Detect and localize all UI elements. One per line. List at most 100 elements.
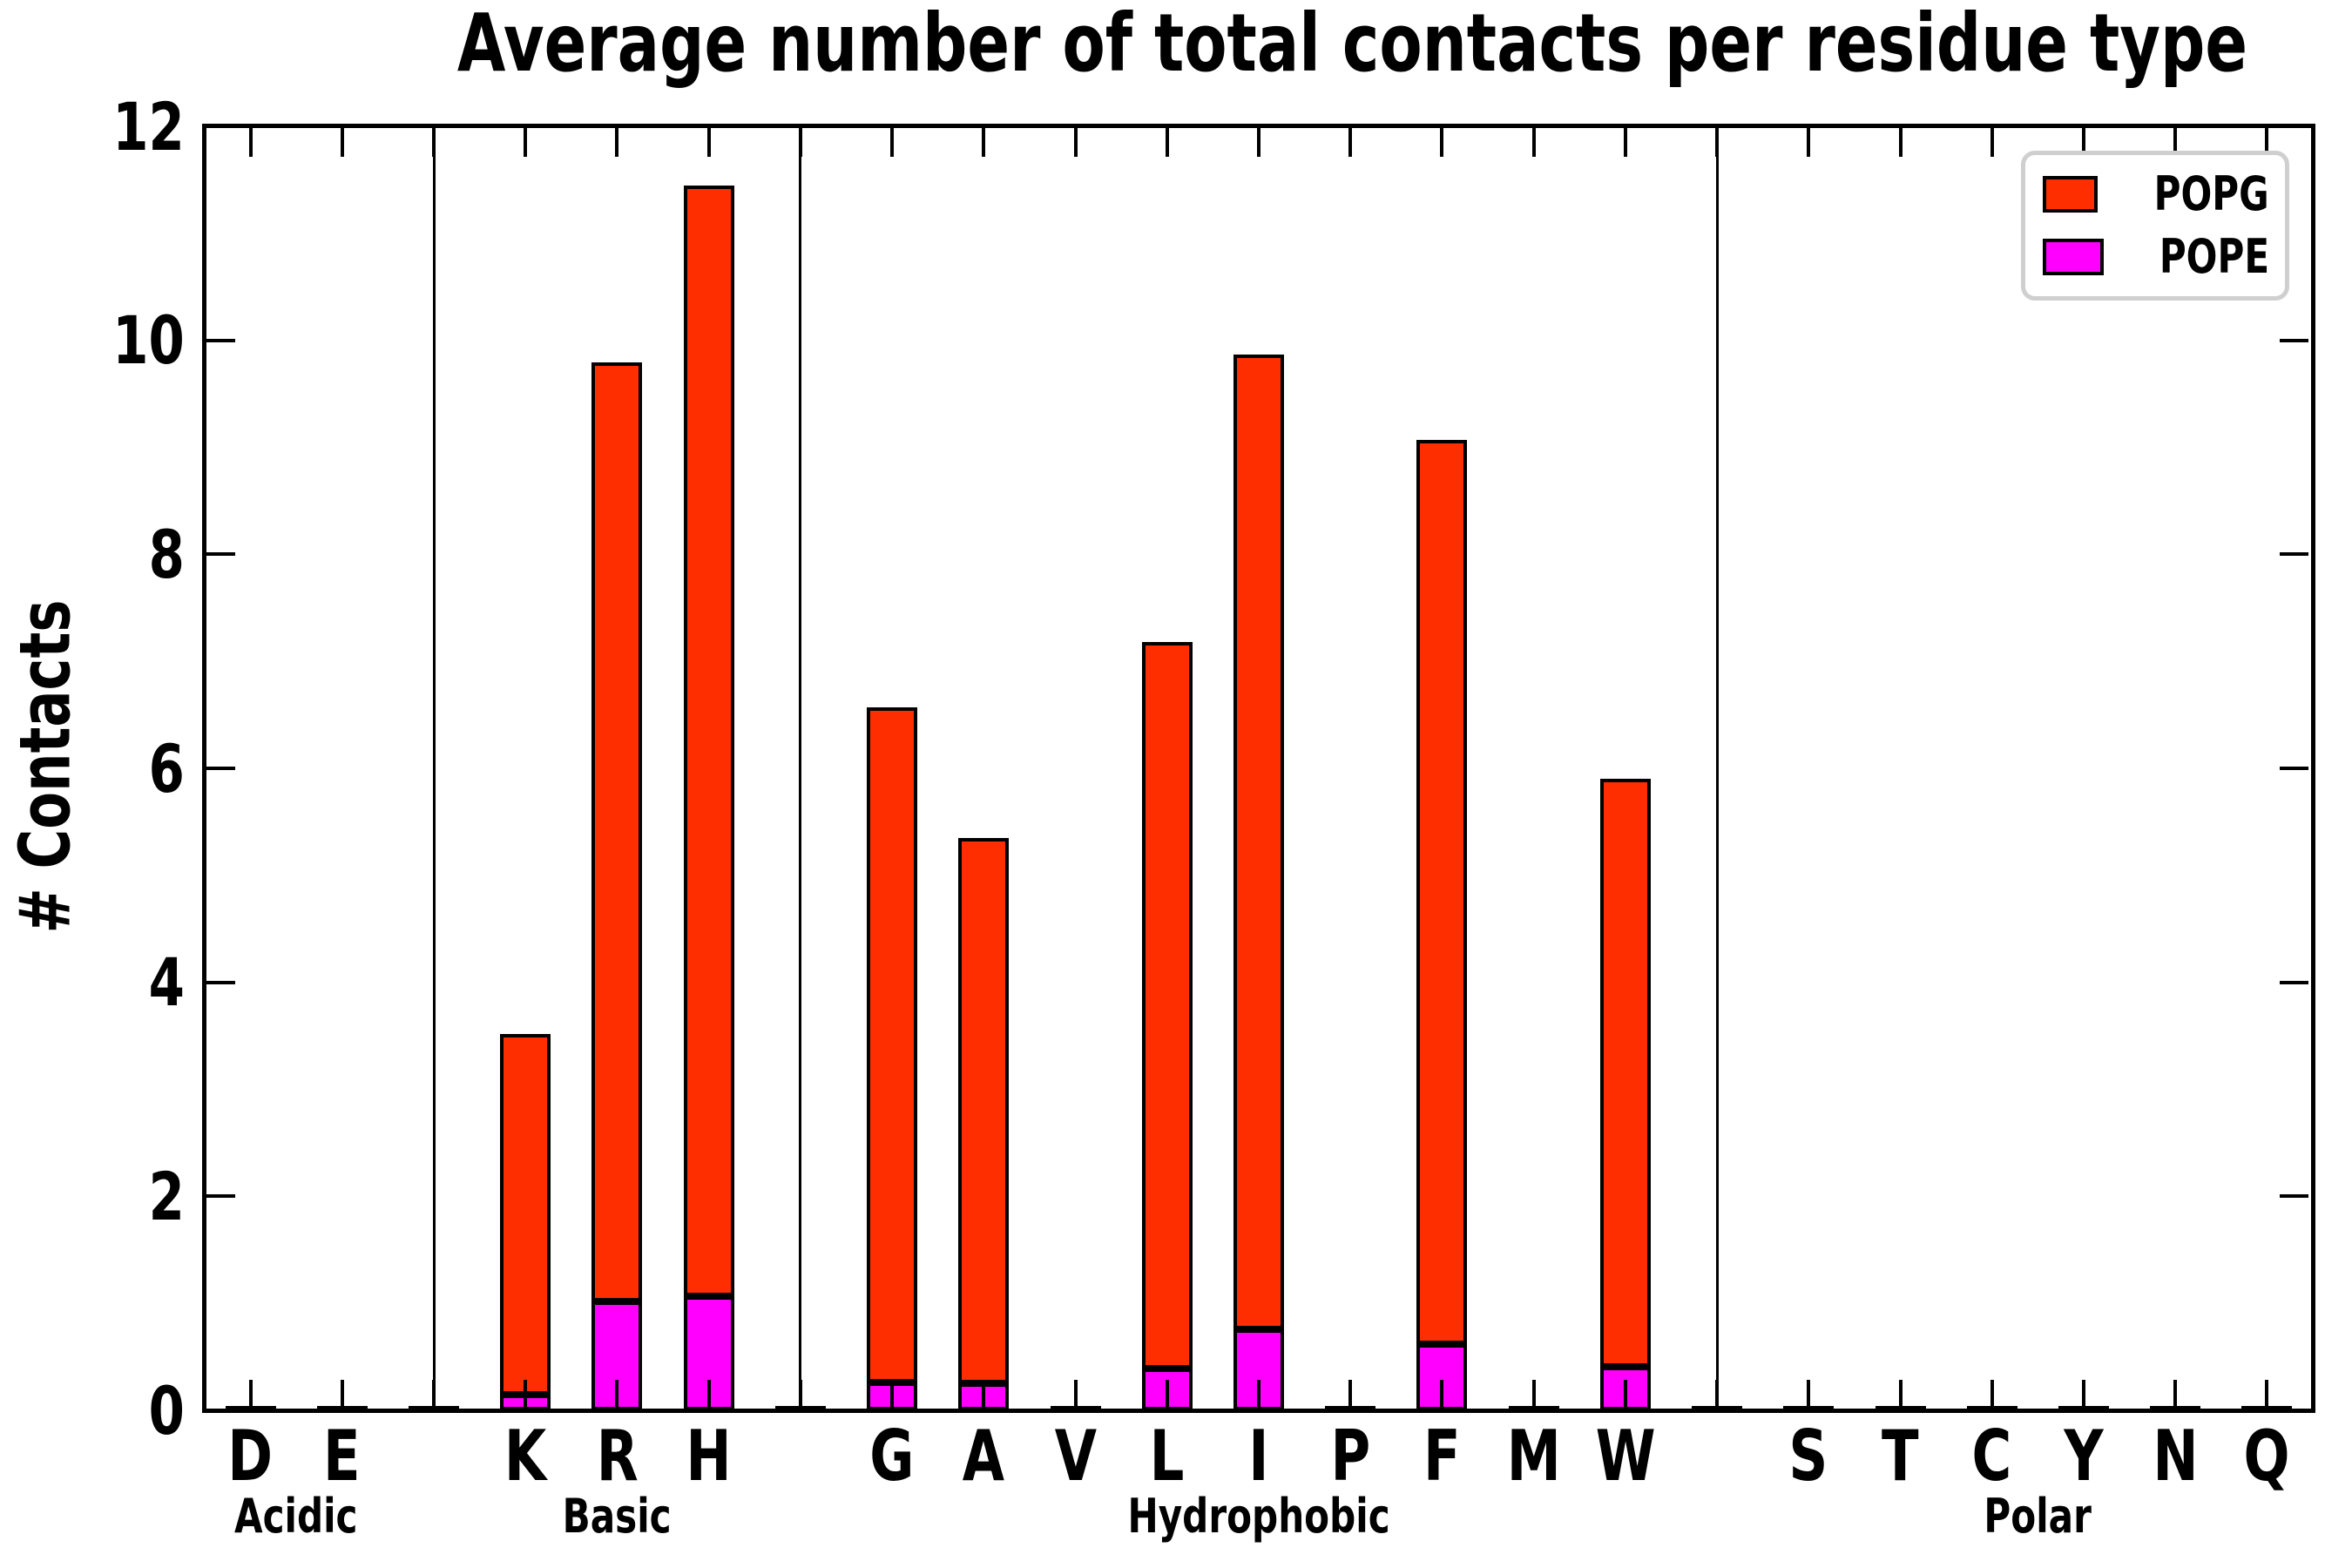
group-label-polar: Polar <box>1855 1488 2220 1544</box>
x-label-G-text: G <box>869 1416 915 1497</box>
legend: POPG POPE <box>2021 151 2289 301</box>
y-tick-label-6: 6 <box>0 729 185 808</box>
group-label-polar-text: Polar <box>1984 1489 2092 1544</box>
y-tick-label-12: 12 <box>0 87 185 166</box>
y-tick-label-4-text: 4 <box>148 943 185 1021</box>
group-label-acidic: Acidic <box>113 1488 479 1544</box>
x-gap-tick-bottom <box>432 1380 436 1410</box>
x-I-tick-top <box>1257 128 1260 157</box>
legend-label-popg: POPG <box>2138 171 2285 218</box>
bar-F-popg <box>1416 439 1468 1344</box>
x-R-tick-bottom <box>615 1380 619 1410</box>
x-N-tick-bottom <box>2173 1380 2178 1410</box>
x-label-S: S <box>1625 1415 1991 1498</box>
x-V-tick-bottom <box>1073 1380 1078 1410</box>
group-label-basic: Basic <box>434 1488 800 1544</box>
y-tick-right-4 <box>2280 980 2308 984</box>
x-label-H-text: H <box>686 1416 732 1497</box>
bar-G-popg <box>867 706 918 1383</box>
x-E-tick-bottom <box>340 1380 344 1410</box>
bar-H-popg <box>683 185 734 1296</box>
x-label-H: H <box>526 1415 892 1498</box>
bar-W-popg <box>1599 779 1651 1367</box>
x-Q-tick-bottom <box>2265 1380 2269 1410</box>
x-label-R-text: R <box>596 1416 639 1497</box>
bar-A-popg <box>958 837 1010 1384</box>
y-tick-right-12 <box>2280 125 2308 128</box>
chart-title-text: Average number of total contacts per res… <box>456 0 2248 90</box>
x-S-tick-top <box>1807 128 1811 157</box>
x-label-D-text: D <box>227 1416 274 1497</box>
x-W-tick-top <box>1623 128 1627 157</box>
legend-label-pope-text: POPE <box>2159 229 2270 284</box>
y-tick-label-10-text: 10 <box>112 301 185 379</box>
x-L-tick-top <box>1165 128 1169 157</box>
y-tick-label-10: 10 <box>0 301 185 380</box>
x-label-E-text: E <box>323 1416 362 1497</box>
x-label-I: I <box>1076 1415 1442 1498</box>
x-label-V-text: V <box>1054 1416 1097 1497</box>
x-V-tick-top <box>1073 128 1078 157</box>
x-P-tick-bottom <box>1348 1380 1353 1410</box>
x-label-F: F <box>1259 1415 1625 1498</box>
legend-item-popg: POPG <box>2025 171 2285 218</box>
x-label-Q: Q <box>2084 1415 2352 1498</box>
x-H-tick-top <box>706 128 711 157</box>
bar-L-popg <box>1141 642 1193 1369</box>
x-label-R: R <box>434 1415 800 1498</box>
x-label-W-text: W <box>1595 1416 1656 1497</box>
group-separator <box>432 126 436 1410</box>
y-tick-left-12 <box>206 125 235 128</box>
x-label-C: C <box>1809 1415 2175 1498</box>
x-gap-tick-top <box>1715 128 1720 157</box>
x-label-L: L <box>984 1415 1350 1498</box>
x-label-D: D <box>68 1415 434 1498</box>
x-label-Q-text: Q <box>2243 1416 2290 1497</box>
x-F-tick-bottom <box>1440 1380 1444 1410</box>
y-tick-label-0-text: 0 <box>148 1372 185 1450</box>
x-label-C-text: C <box>1971 1416 2012 1497</box>
x-N-tick-top <box>2173 128 2178 157</box>
x-Q-tick-top <box>2265 128 2269 157</box>
x-label-T: T <box>1718 1415 2084 1498</box>
y-tick-label-2-text: 2 <box>148 1158 185 1235</box>
x-label-T-text: T <box>1882 1416 1919 1497</box>
legend-item-pope: POPE <box>2025 233 2285 280</box>
group-separator <box>1715 126 1719 1410</box>
x-label-Y: Y <box>1901 1415 2267 1498</box>
y-tick-label-4: 4 <box>0 943 185 1022</box>
y-tick-label-0: 0 <box>0 1371 185 1450</box>
y-tick-label-2: 2 <box>0 1157 185 1236</box>
x-M-tick-top <box>1531 128 1536 157</box>
x-P-tick-top <box>1348 128 1353 157</box>
x-label-K-text: K <box>504 1416 547 1497</box>
bar-K-popg <box>500 1033 551 1395</box>
x-gap-tick-bottom <box>798 1380 802 1410</box>
x-L-tick-bottom <box>1165 1380 1169 1410</box>
y-tick-label-12-text: 12 <box>112 88 185 166</box>
y-tick-label-8: 8 <box>0 515 185 594</box>
x-label-P: P <box>1167 1415 1533 1498</box>
y-tick-right-10 <box>2280 338 2308 342</box>
y-tick-label-8-text: 8 <box>148 516 185 593</box>
x-G-tick-bottom <box>890 1380 895 1410</box>
y-tick-right-8 <box>2280 552 2308 557</box>
x-A-tick-top <box>982 128 986 157</box>
group-label-acidic-text: Acidic <box>234 1489 358 1544</box>
x-label-N: N <box>1992 1415 2352 1498</box>
x-label-P-text: P <box>1330 1416 1371 1497</box>
x-I-tick-bottom <box>1257 1380 1260 1410</box>
x-C-tick-top <box>1990 128 1994 157</box>
x-label-G: G <box>709 1415 1075 1498</box>
group-label-hydrophobic-text: Hydrophobic <box>1127 1489 1390 1544</box>
bar-R-popg <box>591 362 643 1301</box>
x-label-S-text: S <box>1788 1416 1828 1497</box>
group-label-hydrophobic: Hydrophobic <box>1076 1488 1442 1544</box>
x-W-tick-bottom <box>1623 1380 1627 1410</box>
x-Y-tick-top <box>2081 128 2085 157</box>
x-label-A-text: A <box>963 1416 1005 1497</box>
x-label-N-text: N <box>2153 1416 2199 1497</box>
x-label-M: M <box>1351 1415 1717 1498</box>
x-label-W: W <box>1443 1415 1808 1498</box>
